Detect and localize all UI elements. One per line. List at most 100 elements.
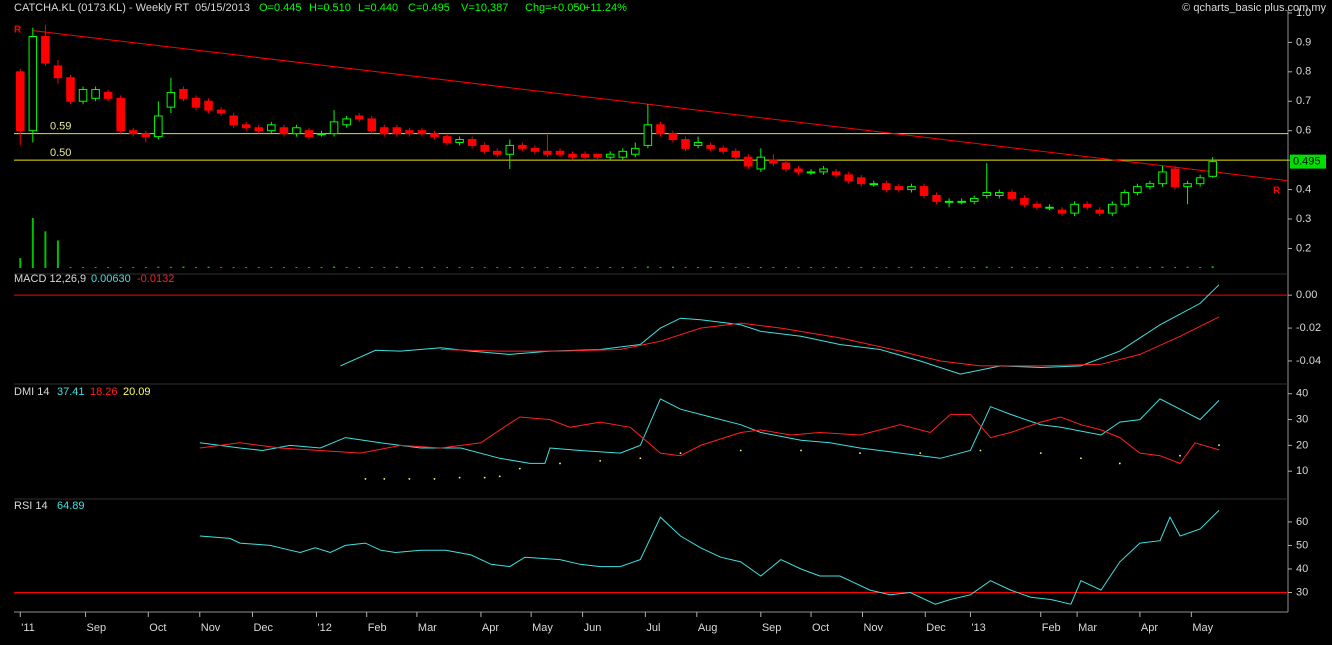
- candle-body: [580, 153, 590, 158]
- candle-body: [932, 194, 941, 202]
- candle-body: [1095, 209, 1104, 214]
- y-tick-label: 10: [1296, 465, 1308, 477]
- candle-body: [944, 200, 954, 203]
- trendline: [32, 30, 1289, 182]
- volume-bar: [1211, 266, 1214, 268]
- candle-body: [53, 65, 63, 79]
- adx-dot: [979, 449, 982, 452]
- volume-bar: [94, 267, 97, 268]
- x-tick-label: Apr: [482, 622, 499, 634]
- volume-bar: [458, 267, 461, 268]
- volume-bar: [772, 267, 775, 268]
- adx-dot: [800, 449, 802, 452]
- candle-body: [91, 88, 100, 99]
- candle-body: [342, 118, 351, 126]
- candle-body: [41, 35, 50, 64]
- candle-body: [969, 197, 979, 202]
- last-price-label: 0.495: [1293, 156, 1321, 168]
- volume-bar: [1161, 266, 1164, 268]
- volume-bar: [634, 267, 637, 268]
- adx-dot: [1179, 454, 1181, 457]
- candle-body: [668, 133, 678, 141]
- quote: O=0.445: [259, 2, 302, 14]
- volume-bar: [1086, 267, 1089, 268]
- volume-bar: [747, 267, 750, 268]
- candle-body: [141, 133, 151, 138]
- volume-bar: [897, 267, 900, 268]
- volume-bar: [282, 267, 285, 268]
- volume-bar: [722, 267, 725, 268]
- y-tick-label: 60: [1296, 516, 1308, 528]
- readout: 20.09: [123, 386, 151, 398]
- quote: H=0.510: [309, 2, 351, 14]
- readout: 18.26: [90, 386, 118, 398]
- candle-body: [1045, 206, 1054, 209]
- candle-body: [317, 133, 326, 136]
- candle-body: [1170, 168, 1180, 188]
- candle-body: [467, 139, 477, 146]
- readout: 37.41: [57, 386, 85, 398]
- adx-dot: [383, 478, 386, 480]
- quote: Chg=+0.050: [525, 2, 586, 14]
- candle-body: [530, 147, 540, 152]
- y-tick-label: 30: [1296, 413, 1308, 425]
- volume-bar: [810, 267, 813, 268]
- candle-body: [656, 124, 665, 135]
- volume-bar: [370, 267, 373, 268]
- candle-body: [781, 162, 791, 170]
- adx-dot: [599, 459, 602, 462]
- volume-bar: [395, 266, 398, 268]
- candle-body: [154, 115, 163, 138]
- volume-bar: [734, 267, 737, 268]
- candle-body: [78, 88, 88, 102]
- candle-body: [229, 115, 238, 126]
- volume-bar: [307, 267, 310, 268]
- adx-dot: [1079, 457, 1082, 460]
- adx-dot: [639, 457, 642, 460]
- volume-bar: [471, 267, 474, 268]
- candle-body: [292, 127, 301, 135]
- quote: C=0.495: [408, 2, 450, 14]
- adx-dot: [483, 476, 486, 479]
- candle-body: [995, 192, 1004, 196]
- readout: 0.00630: [91, 273, 131, 285]
- volume-bar: [885, 267, 888, 268]
- candle-body: [191, 97, 201, 108]
- candle-body: [1070, 203, 1079, 214]
- candle-body: [593, 153, 602, 158]
- candle-body: [856, 177, 866, 185]
- candle-body: [907, 186, 916, 191]
- candle-body: [392, 127, 402, 135]
- pane-title: MACD 12,26,9: [14, 273, 86, 285]
- candle-body: [618, 150, 628, 158]
- indicator-line: [440, 316, 1220, 367]
- candle-body: [354, 115, 364, 120]
- candle-body: [831, 171, 841, 176]
- candle-body: [1208, 161, 1217, 177]
- volume-bar: [1073, 267, 1076, 268]
- volume-bar: [358, 267, 361, 268]
- volume-bar: [44, 231, 47, 268]
- candle-body: [706, 144, 715, 149]
- volume-bar: [935, 267, 938, 268]
- candle-body: [241, 124, 251, 129]
- x-tick-label: Dec: [253, 622, 273, 634]
- volume-bar: [759, 267, 762, 268]
- pane-title: DMI 14: [14, 386, 49, 398]
- candle-body: [442, 136, 452, 143]
- y-tick-label: 0.00: [1296, 289, 1317, 301]
- y-tick-label: 50: [1296, 539, 1308, 551]
- candle-body: [643, 124, 653, 146]
- y-tick-label: -0.02: [1296, 322, 1321, 334]
- volume-bar: [195, 267, 197, 268]
- candle-body: [430, 133, 439, 138]
- volume-bar: [132, 267, 135, 268]
- candle-body: [919, 186, 929, 196]
- candle-body: [631, 147, 640, 155]
- volume-bar: [621, 267, 624, 268]
- volume-bar: [646, 266, 649, 268]
- volume-bar: [546, 267, 549, 268]
- candle-body: [279, 127, 289, 135]
- volume-bar: [1048, 267, 1051, 268]
